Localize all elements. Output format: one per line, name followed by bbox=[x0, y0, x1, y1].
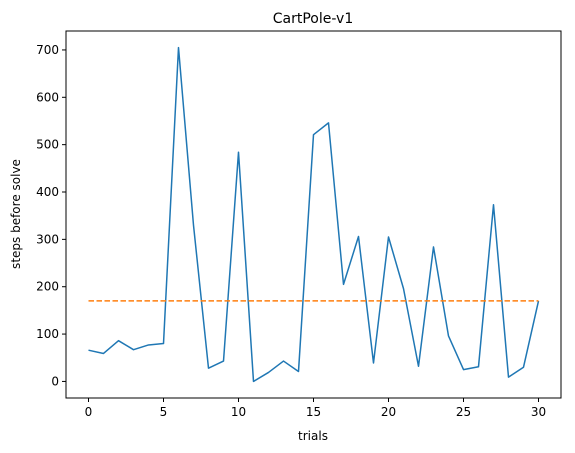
y-tick-label: 500 bbox=[36, 138, 59, 152]
y-tick-label: 400 bbox=[36, 185, 59, 199]
x-tick-label: 30 bbox=[531, 405, 546, 419]
x-tick-label: 5 bbox=[160, 405, 168, 419]
x-tick-label: 15 bbox=[306, 405, 321, 419]
y-tick-label: 600 bbox=[36, 90, 59, 104]
y-tick-label: 700 bbox=[36, 43, 59, 57]
series-layer bbox=[89, 48, 539, 382]
x-axis-label: trials bbox=[298, 429, 328, 443]
chart-title: CartPole-v1 bbox=[273, 11, 353, 27]
x-tick-label: 0 bbox=[85, 405, 93, 419]
y-tick-label: 100 bbox=[36, 327, 59, 341]
plot-frame bbox=[66, 31, 561, 398]
y-axis-ticks: 0 100 200 300 400 500 600 700 bbox=[36, 43, 66, 388]
x-tick-label: 10 bbox=[231, 405, 246, 419]
solid-series-line bbox=[89, 48, 539, 382]
y-axis-label: steps before solve bbox=[9, 159, 23, 269]
y-tick-label: 200 bbox=[36, 280, 59, 294]
y-tick-label: 0 bbox=[51, 374, 59, 388]
y-tick-label: 300 bbox=[36, 232, 59, 246]
x-tick-label: 25 bbox=[456, 405, 471, 419]
x-axis-ticks: 0 5 10 15 20 25 30 bbox=[85, 398, 546, 419]
x-tick-label: 20 bbox=[381, 405, 396, 419]
